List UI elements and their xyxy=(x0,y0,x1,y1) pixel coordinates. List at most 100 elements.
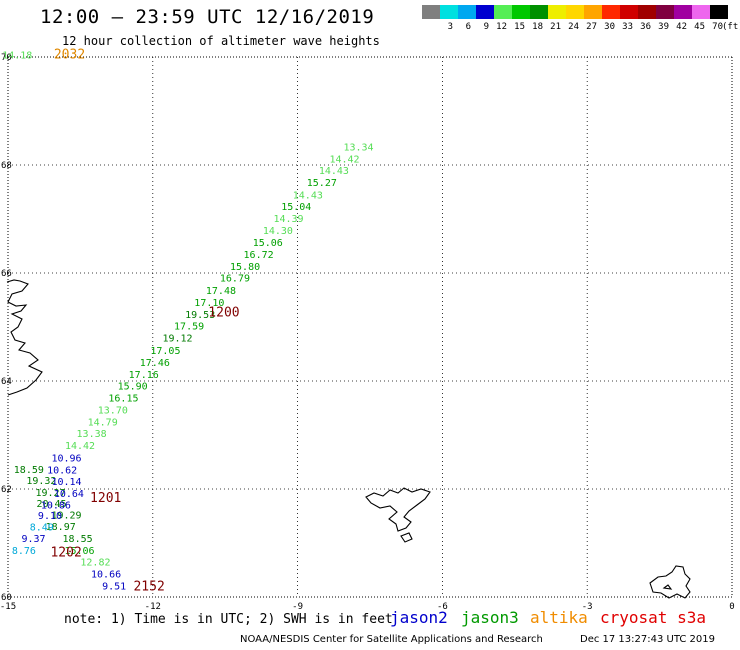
scale-swatch xyxy=(422,5,440,19)
faroe-islands xyxy=(365,487,431,543)
scale-label: 42 xyxy=(676,22,687,32)
lon-tick-label: -3 xyxy=(582,602,593,612)
pass-time-label: 1202 xyxy=(50,546,81,561)
swh-value: 19.32 xyxy=(26,476,56,487)
scale-swatch xyxy=(530,5,548,19)
satellite-altika: altika xyxy=(530,608,588,627)
lat-tick-label: 64 xyxy=(1,377,12,387)
swh-value: 18.55 xyxy=(63,534,93,545)
scale-label: 9 xyxy=(483,22,489,32)
swh-value: 15.04 xyxy=(281,202,311,213)
scale-label: 12 xyxy=(496,22,507,32)
swh-value: 19.27 xyxy=(36,488,66,499)
scale-swatch xyxy=(638,5,656,19)
swh-value: 19.12 xyxy=(162,334,192,345)
pass-time-labels: 2032 1200 1201 1202 2152 xyxy=(50,48,239,595)
swh-value: 20.45 xyxy=(36,499,66,510)
swh-value: 16.72 xyxy=(244,250,274,261)
swh-value: 10.86 xyxy=(41,500,71,511)
pass-time-label: 1201 xyxy=(90,491,121,506)
lon-tick-label: -6 xyxy=(437,602,448,612)
swh-value: 15.27 xyxy=(307,178,337,189)
satellite-cryosat-s3a: cryosat s3a xyxy=(600,608,706,627)
scale-swatch xyxy=(476,5,494,19)
lat-lon-grid: -15 -12 -9 -6 -3 0 70 68 66 64 62 60 xyxy=(0,53,735,612)
scale-swatch xyxy=(494,5,512,19)
swh-value: 10.62 xyxy=(47,465,77,476)
scale-swatch xyxy=(566,5,584,19)
pass-time-label: 2032 xyxy=(54,48,85,63)
scale-swatch xyxy=(692,5,710,19)
swh-value: 15.80 xyxy=(230,262,260,273)
swh-observations: 14.1813.3414.4214.4315.2714.4315.0414.39… xyxy=(2,51,373,593)
chart-title: 12:00 — 23:59 UTC 12/16/2019 xyxy=(40,6,375,28)
scale-label: 18 xyxy=(532,22,543,32)
lat-tick-label: 60 xyxy=(1,593,12,603)
swh-value: 13.34 xyxy=(343,142,373,153)
scale-swatch xyxy=(674,5,692,19)
lon-tick-label: 0 xyxy=(729,602,734,612)
swh-value: 10.66 xyxy=(91,570,121,581)
swh-value: 14.43 xyxy=(293,190,323,201)
swh-value: 16.15 xyxy=(108,394,138,405)
lat-tick-label: 66 xyxy=(1,269,12,279)
footer-note: note: 1) Time is in UTC; 2) SWH is in fe… xyxy=(64,612,393,627)
scale-label: 15 xyxy=(514,22,525,32)
shetland-islands xyxy=(649,565,691,599)
swh-value: 18.97 xyxy=(46,522,76,533)
scale-label: 27 xyxy=(586,22,597,32)
lon-tick-label: -15 xyxy=(0,602,16,612)
swh-value: 18.59 xyxy=(14,465,44,476)
swh-value: 17.10 xyxy=(194,298,224,309)
pass-time-label: 2152 xyxy=(133,580,164,595)
swh-value: 19.53 xyxy=(185,310,215,321)
scale-unit: (ft) xyxy=(722,22,740,32)
swh-value: 15.90 xyxy=(118,382,148,393)
swh-value: 14.18 xyxy=(2,51,32,62)
scale-label: 24 xyxy=(568,22,579,32)
scale-label: 36 xyxy=(640,22,651,32)
scale-swatch xyxy=(548,5,566,19)
scale-label: 39 xyxy=(658,22,669,32)
swh-value: 13.38 xyxy=(77,429,107,440)
swh-value: 15.06 xyxy=(253,238,283,249)
swh-value: 16.79 xyxy=(220,274,250,285)
swh-value: 14.79 xyxy=(88,417,118,428)
swh-value: 9.51 xyxy=(102,581,126,592)
lon-tick-label: -9 xyxy=(292,602,303,612)
scale-swatch xyxy=(512,5,530,19)
iceland-coastline xyxy=(6,279,43,396)
swh-value: 9.10 xyxy=(38,511,62,522)
scale-swatch xyxy=(440,5,458,19)
swh-value: 10.64 xyxy=(54,489,84,500)
scale-swatch xyxy=(458,5,476,19)
coastlines xyxy=(6,279,691,599)
credit-line: NOAA/NESDIS Center for Satellite Applica… xyxy=(240,634,543,645)
lat-tick-label: 68 xyxy=(1,161,12,171)
swh-value: 17.59 xyxy=(174,322,204,333)
scale-label: 6 xyxy=(465,22,471,32)
scale-swatch xyxy=(584,5,602,19)
lat-tick-label: 62 xyxy=(1,485,12,495)
swh-value: 13.70 xyxy=(98,405,128,416)
scale-label: 45 xyxy=(694,22,705,32)
scale-swatch xyxy=(656,5,674,19)
scale-swatch xyxy=(620,5,638,19)
swh-value: 15.06 xyxy=(64,546,94,557)
swh-value: 12.82 xyxy=(80,558,110,569)
swh-value: 8.49 xyxy=(30,523,54,534)
lat-tick-label: 70 xyxy=(1,53,12,63)
chart-subtitle: 12 hour collection of altimeter wave hei… xyxy=(62,34,380,48)
generated-timestamp: Dec 17 13:27:43 UTC 2019 xyxy=(580,634,715,645)
swh-value: 9.37 xyxy=(22,534,46,545)
swh-value: 17.46 xyxy=(140,358,170,369)
swh-value: 14.30 xyxy=(263,226,293,237)
pass-time-label: 1200 xyxy=(208,306,239,321)
scale-swatch xyxy=(602,5,620,19)
swh-value: 10.96 xyxy=(51,453,81,464)
scale-label: 3 xyxy=(447,22,453,32)
swh-value: 14.42 xyxy=(65,441,95,452)
swh-value: 10.14 xyxy=(51,477,81,488)
lon-tick-label: -12 xyxy=(145,602,161,612)
scale-swatch xyxy=(710,5,728,19)
